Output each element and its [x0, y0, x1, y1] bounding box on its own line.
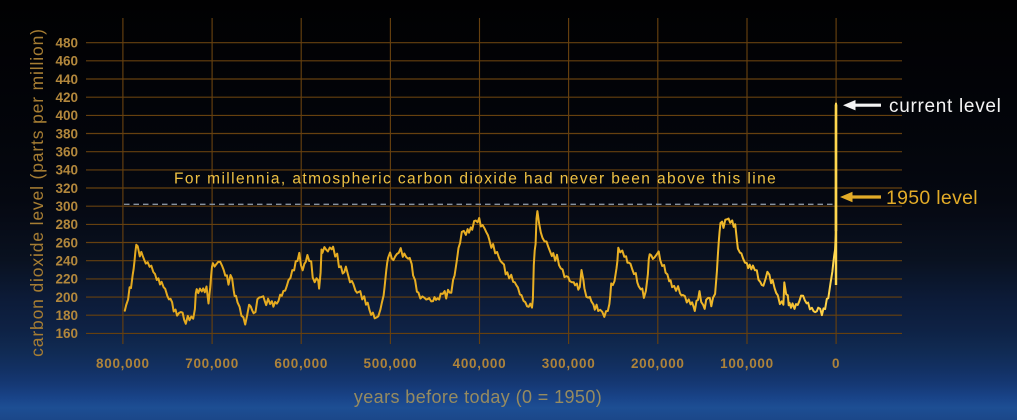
svg-text:240: 240	[55, 254, 78, 269]
svg-text:400: 400	[55, 108, 78, 123]
svg-text:180: 180	[55, 308, 78, 323]
svg-text:0: 0	[832, 356, 840, 371]
svg-text:years before today (0 = 1950): years before today (0 = 1950)	[354, 387, 602, 407]
svg-text:700,000: 700,000	[185, 356, 239, 371]
svg-text:current level: current level	[889, 96, 1002, 117]
svg-text:300,000: 300,000	[542, 356, 596, 371]
svg-text:100,000: 100,000	[720, 356, 774, 371]
svg-text:340: 340	[55, 163, 78, 178]
svg-text:220: 220	[55, 272, 78, 287]
svg-text:360: 360	[55, 145, 78, 160]
svg-text:carbon dioxide level (parts pe: carbon dioxide level (parts per million)	[27, 28, 47, 357]
svg-text:500,000: 500,000	[364, 356, 418, 371]
svg-text:200: 200	[55, 290, 78, 305]
svg-text:440: 440	[55, 72, 78, 87]
svg-text:800,000: 800,000	[96, 356, 150, 371]
svg-text:For millennia, atmospheric car: For millennia, atmospheric carbon dioxid…	[174, 171, 777, 188]
svg-text:280: 280	[55, 217, 78, 232]
svg-text:460: 460	[55, 54, 78, 69]
svg-text:260: 260	[55, 235, 78, 250]
svg-text:200,000: 200,000	[631, 356, 685, 371]
svg-text:320: 320	[55, 181, 78, 196]
svg-text:1950 level: 1950 level	[886, 187, 978, 209]
svg-text:300: 300	[55, 199, 78, 214]
svg-text:420: 420	[55, 90, 78, 105]
svg-text:380: 380	[55, 126, 78, 141]
svg-text:400,000: 400,000	[453, 356, 507, 371]
svg-text:600,000: 600,000	[274, 356, 328, 371]
svg-text:160: 160	[55, 326, 78, 341]
svg-text:480: 480	[55, 36, 78, 51]
